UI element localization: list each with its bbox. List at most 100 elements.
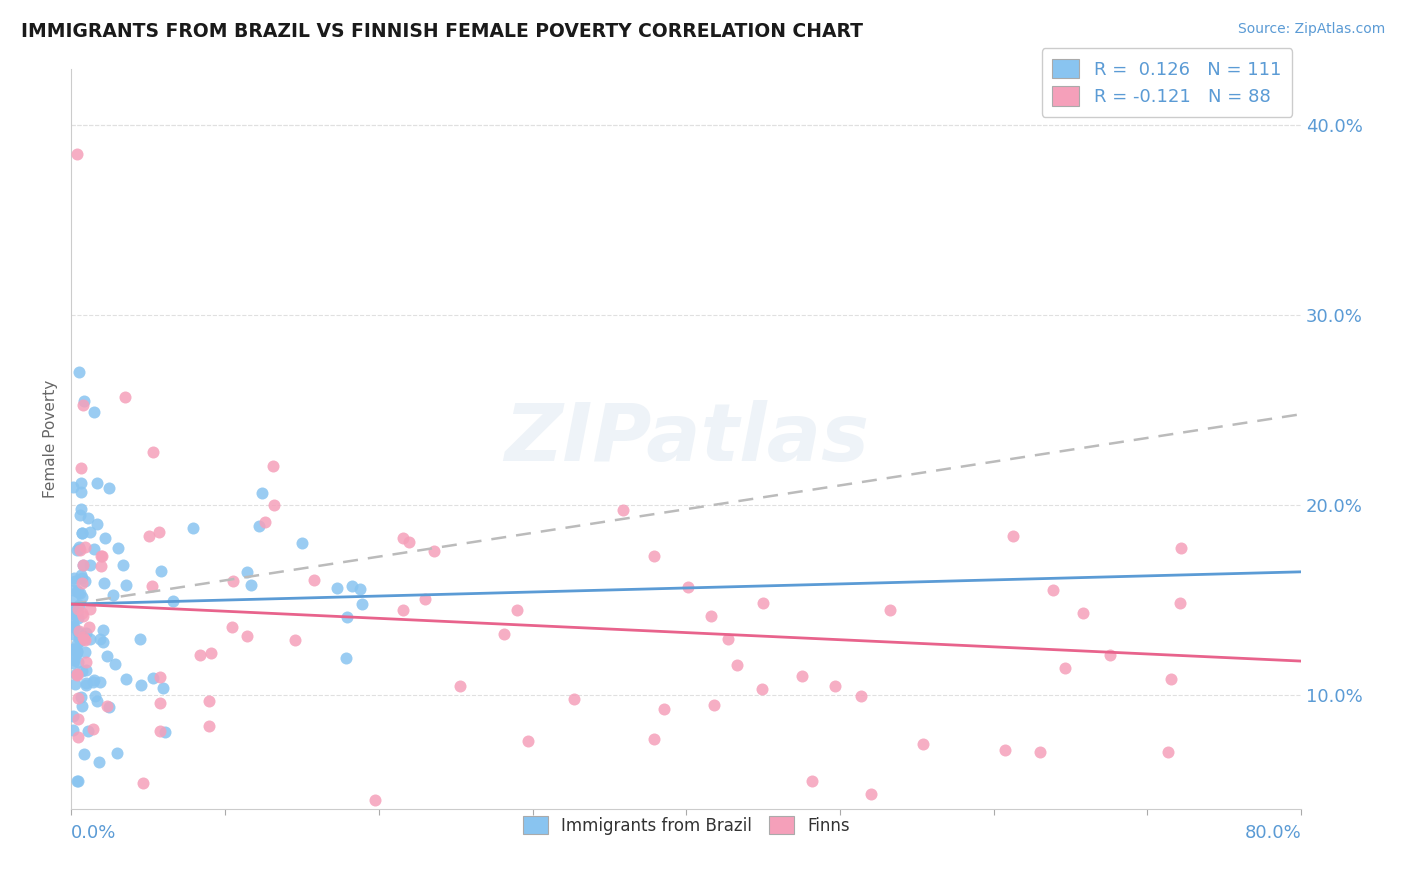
Point [1001, 529, 1024, 543]
Point [67, 624, 90, 638]
Point [75, 675, 97, 690]
Point [83, 673, 105, 687]
Point [392, 531, 415, 545]
Point [801, 774, 824, 789]
Point [678, 580, 700, 594]
Point [70, 698, 93, 713]
Point [69, 586, 91, 600]
Point [114, 390, 136, 404]
Point [73, 747, 96, 762]
Point [73, 645, 96, 659]
Point [142, 671, 165, 685]
Point [66, 583, 89, 598]
Point [263, 499, 285, 513]
Point [67, 631, 90, 645]
Point [97, 481, 120, 495]
Point [262, 459, 284, 474]
Point [89, 632, 111, 646]
Point [859, 787, 882, 801]
Point [364, 793, 387, 807]
Point [129, 677, 152, 691]
Point [66, 585, 89, 599]
Point [70, 690, 93, 704]
Point [86, 475, 108, 490]
Point [62, 593, 84, 607]
Point [1170, 541, 1192, 556]
Point [66, 644, 89, 658]
Text: ZIPatlas: ZIPatlas [503, 400, 869, 478]
Point [70, 607, 93, 621]
Point [72, 526, 94, 541]
Point [699, 609, 721, 624]
Point [66, 543, 89, 558]
Point [62, 615, 84, 629]
Point [128, 632, 150, 646]
Point [73, 632, 96, 646]
Point [72, 630, 94, 644]
Point [72, 590, 94, 604]
Point [1098, 648, 1121, 662]
Point [70, 502, 93, 516]
Point [70, 664, 93, 678]
Point [239, 578, 262, 592]
Point [90, 559, 112, 574]
Point [152, 681, 174, 695]
Point [413, 592, 436, 607]
Point [643, 732, 665, 747]
Point [221, 619, 243, 633]
Point [516, 733, 538, 747]
Point [65, 667, 87, 681]
Point [93, 575, 115, 590]
Point [90, 549, 112, 564]
Point [62, 582, 84, 597]
Point [69, 485, 91, 500]
Point [254, 515, 277, 529]
Point [349, 582, 371, 596]
Point [75, 678, 97, 692]
Point [149, 670, 172, 684]
Point [105, 746, 128, 760]
Point [107, 541, 129, 555]
Point [350, 598, 373, 612]
Point [72, 398, 94, 412]
Point [70, 568, 93, 582]
Point [72, 629, 94, 643]
Point [67, 690, 90, 705]
Point [62, 605, 84, 619]
Point [67, 598, 90, 612]
Point [65, 647, 87, 661]
Point [291, 536, 314, 550]
Point [994, 743, 1017, 757]
Point [67, 611, 90, 625]
Point [114, 673, 136, 687]
Point [115, 578, 138, 592]
Point [72, 609, 94, 624]
Point [67, 731, 90, 745]
Point [148, 696, 170, 710]
Point [449, 679, 471, 693]
Point [63, 607, 86, 622]
Point [91, 623, 114, 637]
Point [62, 480, 84, 494]
Point [69, 542, 91, 557]
Point [1029, 745, 1052, 759]
Point [67, 365, 90, 379]
Point [138, 529, 160, 543]
Point [1042, 582, 1064, 597]
Point [62, 657, 84, 671]
Point [250, 485, 273, 500]
Point [752, 596, 775, 610]
Point [73, 633, 96, 648]
Point [725, 657, 748, 672]
Point [76, 510, 98, 524]
Y-axis label: Female Poverty: Female Poverty [44, 380, 58, 498]
Point [879, 603, 901, 617]
Point [62, 709, 84, 723]
Point [87, 755, 110, 769]
Point [1156, 745, 1178, 759]
Point [142, 445, 165, 459]
Point [790, 669, 813, 683]
Point [66, 712, 89, 726]
Point [79, 602, 101, 616]
Point [335, 650, 357, 665]
